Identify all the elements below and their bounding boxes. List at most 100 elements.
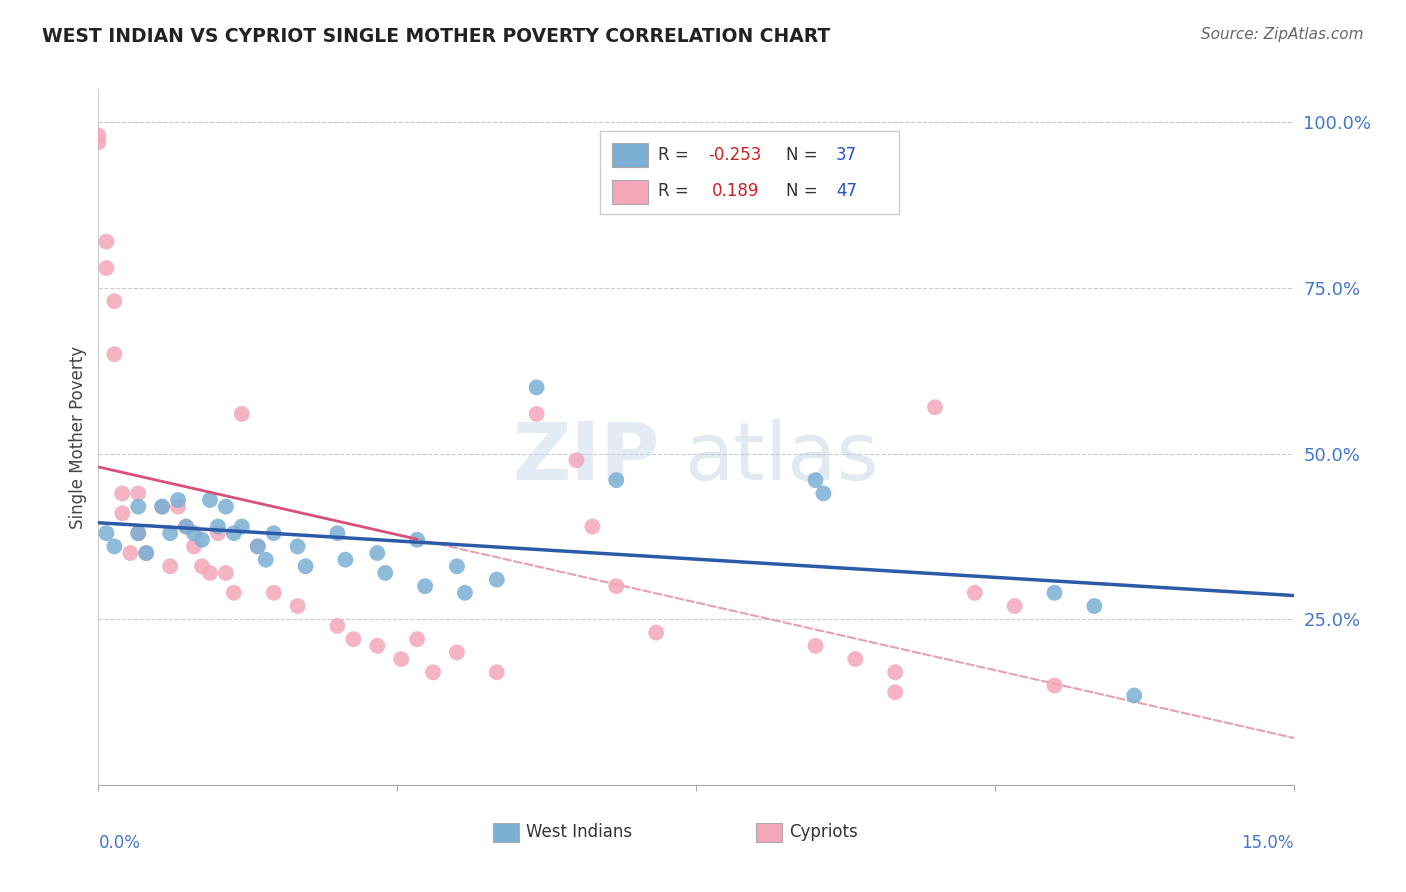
Point: [326, 526, 349, 541]
Point: [87, 135, 110, 149]
Text: N =: N =: [786, 145, 823, 163]
Y-axis label: Single Mother Poverty: Single Mother Poverty: [69, 345, 87, 529]
Point: [485, 665, 508, 680]
Point: [454, 586, 477, 600]
Text: Cypriots: Cypriots: [789, 823, 858, 841]
Text: R =: R =: [658, 145, 693, 163]
Text: 37: 37: [835, 145, 856, 163]
Point: [207, 519, 229, 533]
Text: WEST INDIAN VS CYPRIOT SINGLE MOTHER POVERTY CORRELATION CHART: WEST INDIAN VS CYPRIOT SINGLE MOTHER POV…: [42, 27, 831, 45]
Point: [246, 540, 269, 554]
Point: [135, 546, 157, 560]
Point: [127, 526, 149, 541]
Text: 0.0%: 0.0%: [98, 834, 141, 852]
Point: [389, 652, 412, 666]
Text: 47: 47: [835, 183, 856, 201]
Point: [924, 401, 946, 415]
Point: [167, 493, 190, 508]
Point: [342, 632, 364, 647]
Point: [565, 453, 588, 467]
Point: [96, 261, 118, 276]
Point: [183, 540, 205, 554]
Point: [96, 526, 118, 541]
Point: [103, 347, 125, 361]
Point: [183, 526, 205, 541]
Text: ZIP: ZIP: [513, 419, 661, 497]
Text: 0.189: 0.189: [711, 183, 759, 201]
Point: [207, 526, 229, 541]
FancyBboxPatch shape: [756, 822, 782, 842]
Point: [103, 540, 125, 554]
Point: [326, 619, 349, 633]
Point: [150, 500, 173, 514]
Point: [804, 639, 827, 653]
Point: [174, 519, 197, 533]
Point: [215, 500, 238, 514]
Point: [526, 407, 548, 421]
Point: [374, 566, 396, 580]
Point: [159, 526, 181, 541]
Point: [294, 559, 316, 574]
Point: [1123, 689, 1146, 703]
Point: [191, 559, 214, 574]
FancyBboxPatch shape: [613, 179, 648, 204]
Point: [120, 546, 142, 560]
Point: [804, 473, 827, 487]
Text: West Indians: West Indians: [526, 823, 633, 841]
Point: [103, 294, 125, 309]
Point: [884, 665, 907, 680]
Point: [335, 552, 357, 566]
Point: [406, 632, 429, 647]
Point: [413, 579, 436, 593]
Point: [287, 599, 309, 613]
Point: [366, 546, 388, 560]
Point: [605, 579, 627, 593]
Point: [645, 625, 668, 640]
Point: [263, 586, 285, 600]
Point: [231, 519, 253, 533]
Point: [813, 486, 835, 500]
Point: [222, 586, 245, 600]
Point: [605, 473, 627, 487]
Point: [111, 506, 134, 520]
Point: [159, 559, 181, 574]
Point: [446, 645, 468, 659]
Point: [526, 380, 548, 394]
Point: [1083, 599, 1105, 613]
Point: [127, 526, 149, 541]
Text: Source: ZipAtlas.com: Source: ZipAtlas.com: [1201, 27, 1364, 42]
Point: [446, 559, 468, 574]
Point: [1043, 586, 1066, 600]
Point: [1004, 599, 1026, 613]
Point: [263, 526, 285, 541]
Point: [246, 540, 269, 554]
Point: [127, 500, 149, 514]
Point: [406, 533, 429, 547]
Text: N =: N =: [786, 183, 823, 201]
Point: [963, 586, 986, 600]
Point: [198, 493, 221, 508]
Point: [96, 235, 118, 249]
Text: atlas: atlas: [685, 419, 879, 497]
Point: [135, 546, 157, 560]
Point: [366, 639, 388, 653]
Point: [485, 573, 508, 587]
Point: [87, 128, 110, 143]
Point: [254, 552, 277, 566]
Text: R =: R =: [658, 183, 699, 201]
Point: [150, 500, 173, 514]
Point: [231, 407, 253, 421]
Text: 15.0%: 15.0%: [1241, 834, 1294, 852]
Point: [581, 519, 603, 533]
Point: [422, 665, 444, 680]
FancyBboxPatch shape: [494, 822, 519, 842]
Point: [1043, 679, 1066, 693]
Point: [191, 533, 214, 547]
Point: [167, 500, 190, 514]
Point: [884, 685, 907, 699]
Point: [111, 486, 134, 500]
Point: [174, 519, 197, 533]
Point: [215, 566, 238, 580]
Text: -0.253: -0.253: [709, 145, 761, 163]
FancyBboxPatch shape: [613, 143, 648, 167]
